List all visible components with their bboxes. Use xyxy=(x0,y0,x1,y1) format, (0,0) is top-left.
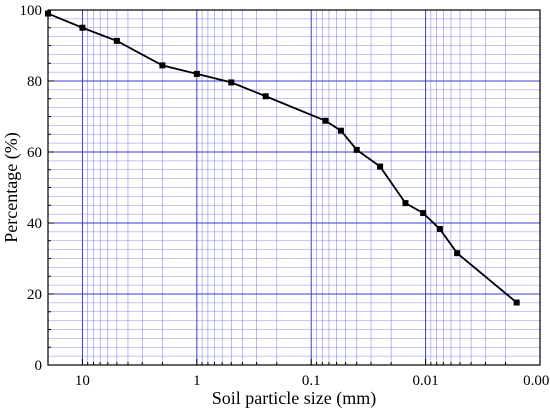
data-markers xyxy=(45,10,520,306)
data-point-marker xyxy=(377,163,384,170)
x-tick-label: 0.001 xyxy=(523,373,550,389)
data-point-marker xyxy=(113,37,120,44)
data-point-marker xyxy=(353,146,360,153)
data-point-marker xyxy=(262,93,269,100)
data-point-marker xyxy=(45,10,51,17)
y-tick-label: 80 xyxy=(27,74,42,90)
axis-ticks xyxy=(47,9,541,366)
y-tick-label: 60 xyxy=(27,145,42,161)
data-point-marker xyxy=(228,79,235,86)
data-point-marker xyxy=(454,250,461,257)
data-point-marker xyxy=(402,200,409,207)
minor-grid xyxy=(47,10,540,365)
data-point-marker xyxy=(513,299,520,306)
x-axis-title: Soil particle size (mm) xyxy=(212,388,376,409)
data-point-marker xyxy=(420,210,427,217)
series-line xyxy=(47,12,518,304)
x-tick-labels: 10 1 0.1 0.01 0.001 xyxy=(75,373,550,389)
data-point-marker xyxy=(322,117,329,124)
x-tick-label: 1 xyxy=(193,373,201,389)
data-point-marker xyxy=(436,226,443,233)
x-tick-label: 0.01 xyxy=(412,373,438,389)
y-axis-title: Percentage (%) xyxy=(1,132,22,242)
data-point-marker xyxy=(337,127,344,134)
x-tick-label: 10 xyxy=(75,373,90,389)
y-tick-labels: 0 20 40 60 80 100 xyxy=(20,3,43,374)
x-tick-label: 0.1 xyxy=(302,373,321,389)
y-tick-label: 40 xyxy=(27,216,42,232)
y-tick-label: 20 xyxy=(27,287,42,303)
data-point-marker xyxy=(159,62,166,69)
y-tick-label: 0 xyxy=(35,358,43,374)
data-point-marker xyxy=(193,70,200,77)
data-point-marker xyxy=(79,24,86,31)
y-tick-label: 100 xyxy=(20,3,43,19)
